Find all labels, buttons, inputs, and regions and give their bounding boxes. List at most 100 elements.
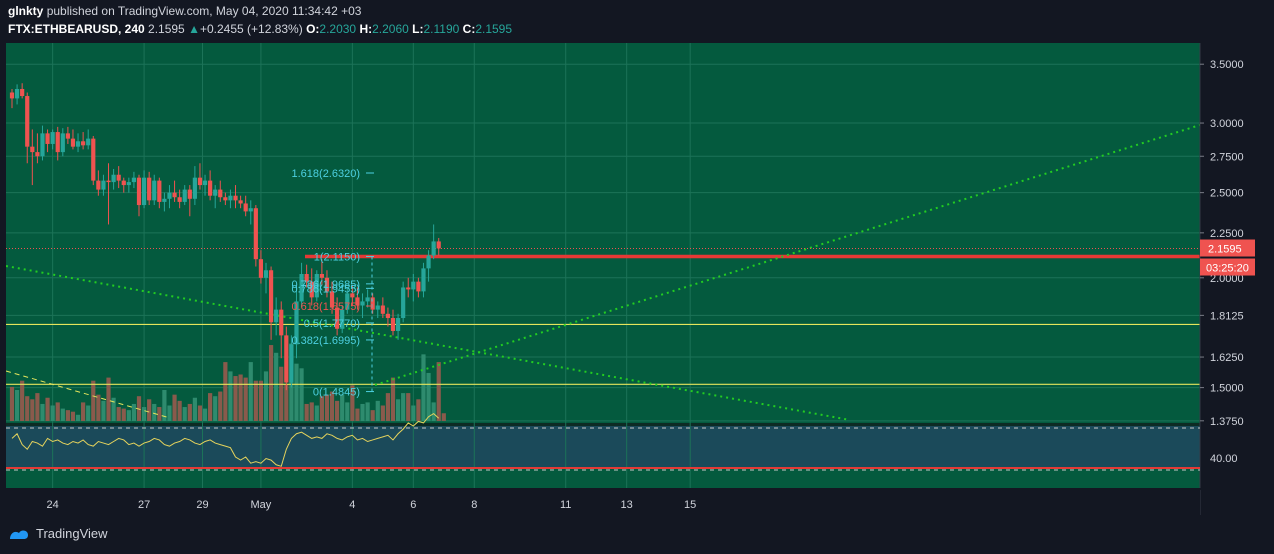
author-name[interactable]: glnkty: [8, 4, 44, 18]
tradingview-brand[interactable]: TradingView: [8, 526, 108, 541]
candle-body: [167, 192, 172, 199]
candle-body: [147, 177, 152, 201]
volume-bar: [350, 385, 355, 421]
volume-bar: [60, 408, 65, 421]
volume-bar: [253, 380, 258, 421]
candle-body: [81, 141, 86, 146]
volume-bar: [279, 366, 284, 421]
price-tick-label: 1.8125: [1210, 310, 1244, 322]
fib-level-label: 1(2.1150): [314, 251, 360, 263]
time-tick-label: 6: [410, 499, 416, 511]
countdown-label: 03:25:20: [1206, 263, 1249, 275]
volume-bar: [406, 393, 411, 421]
price-axis-bg: [1200, 43, 1274, 515]
volume-bar: [106, 377, 111, 421]
high-label: H:: [359, 22, 373, 36]
rsi-band: [6, 426, 1200, 467]
volume-bar: [431, 402, 436, 421]
candle-body: [157, 180, 162, 202]
candle-body: [436, 241, 441, 249]
candle-body: [309, 281, 314, 298]
volume-bar: [157, 407, 162, 421]
candle-body: [375, 305, 380, 310]
volume-bar: [416, 399, 421, 421]
candle-body: [218, 189, 223, 198]
candle-body: [131, 177, 137, 183]
publish-info: published on TradingView.com, May 04, 20…: [46, 4, 362, 18]
volume-bar: [441, 413, 446, 421]
last-price-badge: [1200, 239, 1255, 257]
volume-bar: [370, 410, 375, 421]
candle-body: [25, 96, 30, 147]
last-price: 2.1595: [148, 22, 185, 36]
volume-bar: [426, 372, 431, 421]
candle-body: [136, 177, 142, 206]
volume-bar: [65, 410, 70, 421]
volume-bar: [335, 400, 340, 421]
rsi-axis-label: 40.00: [1210, 453, 1238, 465]
candle-body: [14, 88, 20, 99]
candle-body: [421, 268, 426, 292]
time-tick-label: 29: [196, 499, 208, 511]
volume-bar: [96, 394, 101, 421]
candle-body: [314, 274, 319, 298]
candle-body: [60, 133, 65, 153]
candle-body: [248, 208, 253, 212]
volume-bar: [319, 396, 324, 421]
candle-body: [370, 297, 375, 310]
candle-body: [20, 88, 25, 97]
candle-body: [91, 138, 96, 181]
volume-bar: [340, 394, 345, 421]
candle-body: [385, 313, 391, 319]
candle-body: [238, 200, 243, 204]
candle-body: [345, 293, 350, 310]
volume-bar: [9, 386, 15, 421]
time-tick-label: 4: [349, 499, 355, 511]
candle-body: [289, 344, 294, 383]
volume-bar: [411, 405, 416, 421]
candle-body: [9, 92, 15, 99]
candle-body: [121, 180, 126, 186]
volume-bar: [86, 405, 91, 421]
volume-bar: [218, 391, 223, 421]
candle-body: [126, 182, 131, 186]
candle-body: [182, 189, 187, 202]
candle-body: [152, 180, 157, 201]
volume-bar: [284, 383, 289, 421]
fib-level-label: 0.786(1.9685): [292, 279, 361, 291]
pane-separator: [6, 423, 1200, 426]
time-axis-bg: [0, 489, 1200, 515]
candle-body: [96, 180, 101, 190]
volume-bar: [268, 345, 274, 421]
candle-body: [340, 309, 345, 329]
time-tick-label: 27: [138, 499, 150, 511]
candle-body: [111, 174, 116, 183]
candle-body: [40, 133, 45, 157]
volume-bar: [360, 403, 365, 421]
up-triangle-icon: ▲: [188, 22, 200, 36]
volume-bar: [202, 408, 208, 421]
close-value: 2.1595: [475, 22, 513, 36]
candle-body: [284, 335, 289, 383]
volume-bar: [395, 399, 401, 421]
candle-body: [45, 133, 50, 144]
candle-body: [55, 132, 60, 153]
time-axis-top: [0, 488, 1274, 490]
volume-bar: [375, 400, 380, 421]
time-tick-label: 11: [560, 499, 571, 511]
volume-bar: [55, 402, 60, 421]
symbol-label[interactable]: FTX:ETHBEARUSD, 240: [8, 22, 145, 36]
volume-bar: [40, 403, 45, 421]
candle-body: [202, 180, 208, 186]
low-value: 2.1190: [423, 22, 460, 36]
open-value: 2.2030: [319, 22, 357, 36]
candle-body: [304, 274, 309, 282]
candle-body: [355, 297, 360, 306]
header-bg: [0, 0, 1274, 43]
volume-bar: [345, 402, 350, 421]
candle-body: [65, 133, 70, 139]
volume-bar: [172, 394, 177, 421]
candle-body: [116, 174, 121, 181]
volume-bar: [30, 399, 35, 421]
